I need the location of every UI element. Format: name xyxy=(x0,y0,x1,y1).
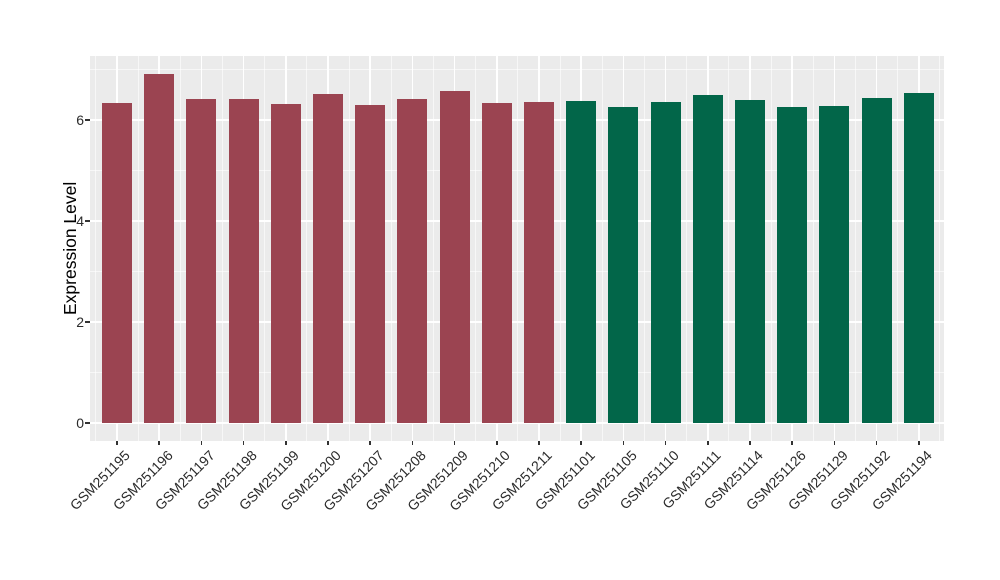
x-tick-mark xyxy=(664,441,667,445)
x-tick-mark xyxy=(622,441,625,445)
bar-GSM251110 xyxy=(650,101,681,423)
bar-GSM251195 xyxy=(102,102,132,423)
bar-GSM251129 xyxy=(819,106,850,423)
y-tick-mark xyxy=(85,220,90,222)
y-tick-label: 2 xyxy=(76,314,84,330)
y-tick-label: 0 xyxy=(76,415,84,431)
gridline-major-y xyxy=(90,321,944,323)
gridline-minor-x xyxy=(390,56,392,441)
x-tick-mark xyxy=(453,441,456,445)
gridline-minor-x xyxy=(95,56,97,441)
y-tick-label: 6 xyxy=(76,112,84,128)
bar-GSM251200 xyxy=(313,94,343,423)
gridline-minor-x xyxy=(601,56,603,441)
gridline-minor-x xyxy=(475,56,477,441)
bar-GSM251209 xyxy=(439,91,470,423)
bar-GSM251114 xyxy=(735,99,765,423)
gridline-minor-y xyxy=(90,271,944,272)
x-tick-mark xyxy=(791,441,793,445)
gridline-minor-x xyxy=(306,56,308,441)
gridline-minor-x xyxy=(517,56,519,441)
gridline-minor-y xyxy=(90,170,944,171)
bar-GSM251101 xyxy=(566,100,597,423)
gridline-major-y xyxy=(90,119,944,121)
x-tick-mark xyxy=(580,441,582,445)
gridline-minor-x xyxy=(939,56,941,441)
gridline-major-y xyxy=(90,220,944,222)
bar-GSM251210 xyxy=(481,102,512,423)
bar-GSM251211 xyxy=(524,101,554,423)
x-tick-mark xyxy=(918,441,920,445)
gridline-minor-x xyxy=(348,56,350,441)
x-tick-mark xyxy=(496,441,498,445)
x-tick-mark xyxy=(285,441,287,445)
gridline-minor-x xyxy=(812,56,814,441)
y-tick-mark xyxy=(85,422,90,424)
x-tick-mark xyxy=(327,441,329,445)
bar-GSM251207 xyxy=(355,104,386,423)
y-tick-mark xyxy=(85,321,90,323)
gridline-minor-y xyxy=(90,372,944,373)
gridline-minor-x xyxy=(686,56,688,441)
bar-GSM251197 xyxy=(186,98,217,423)
y-tick-mark xyxy=(85,119,90,121)
x-tick-mark xyxy=(749,441,751,445)
gridline-minor-x xyxy=(897,56,899,441)
gridline-minor-x xyxy=(264,56,266,441)
bar-GSM251126 xyxy=(777,107,808,423)
gridline-minor-x xyxy=(728,56,730,441)
plot-panel xyxy=(90,56,944,441)
x-tick-mark xyxy=(833,441,836,445)
gridline-minor-x xyxy=(644,56,645,441)
x-tick-mark xyxy=(116,441,118,445)
gridline-minor-y xyxy=(90,69,944,70)
x-tick-mark xyxy=(538,441,540,445)
gridline-minor-x xyxy=(855,56,856,441)
x-tick-mark xyxy=(158,441,160,445)
bar-GSM251208 xyxy=(397,98,428,423)
x-tick-mark xyxy=(369,441,371,445)
x-tick-mark xyxy=(875,441,878,445)
gridline-minor-x xyxy=(433,56,434,441)
gridline-major-y xyxy=(90,422,944,424)
bar-GSM251194 xyxy=(903,93,934,423)
gridline-minor-x xyxy=(137,56,139,441)
gridline-minor-x xyxy=(559,56,561,441)
gridline-minor-x xyxy=(770,56,772,441)
bar-GSM251196 xyxy=(144,74,175,423)
y-tick-label: 4 xyxy=(76,213,84,229)
gridline-minor-x xyxy=(179,56,181,441)
bar-GSM251192 xyxy=(861,97,892,423)
x-tick-mark xyxy=(200,441,203,445)
x-tick-mark xyxy=(411,441,414,445)
bar-GSM251111 xyxy=(692,94,723,423)
x-tick-mark xyxy=(242,441,245,445)
bar-GSM251198 xyxy=(228,98,259,423)
bar-GSM251199 xyxy=(270,103,301,423)
gridline-minor-x xyxy=(222,56,223,441)
bar-GSM251105 xyxy=(608,107,639,423)
x-tick-mark xyxy=(707,441,709,445)
